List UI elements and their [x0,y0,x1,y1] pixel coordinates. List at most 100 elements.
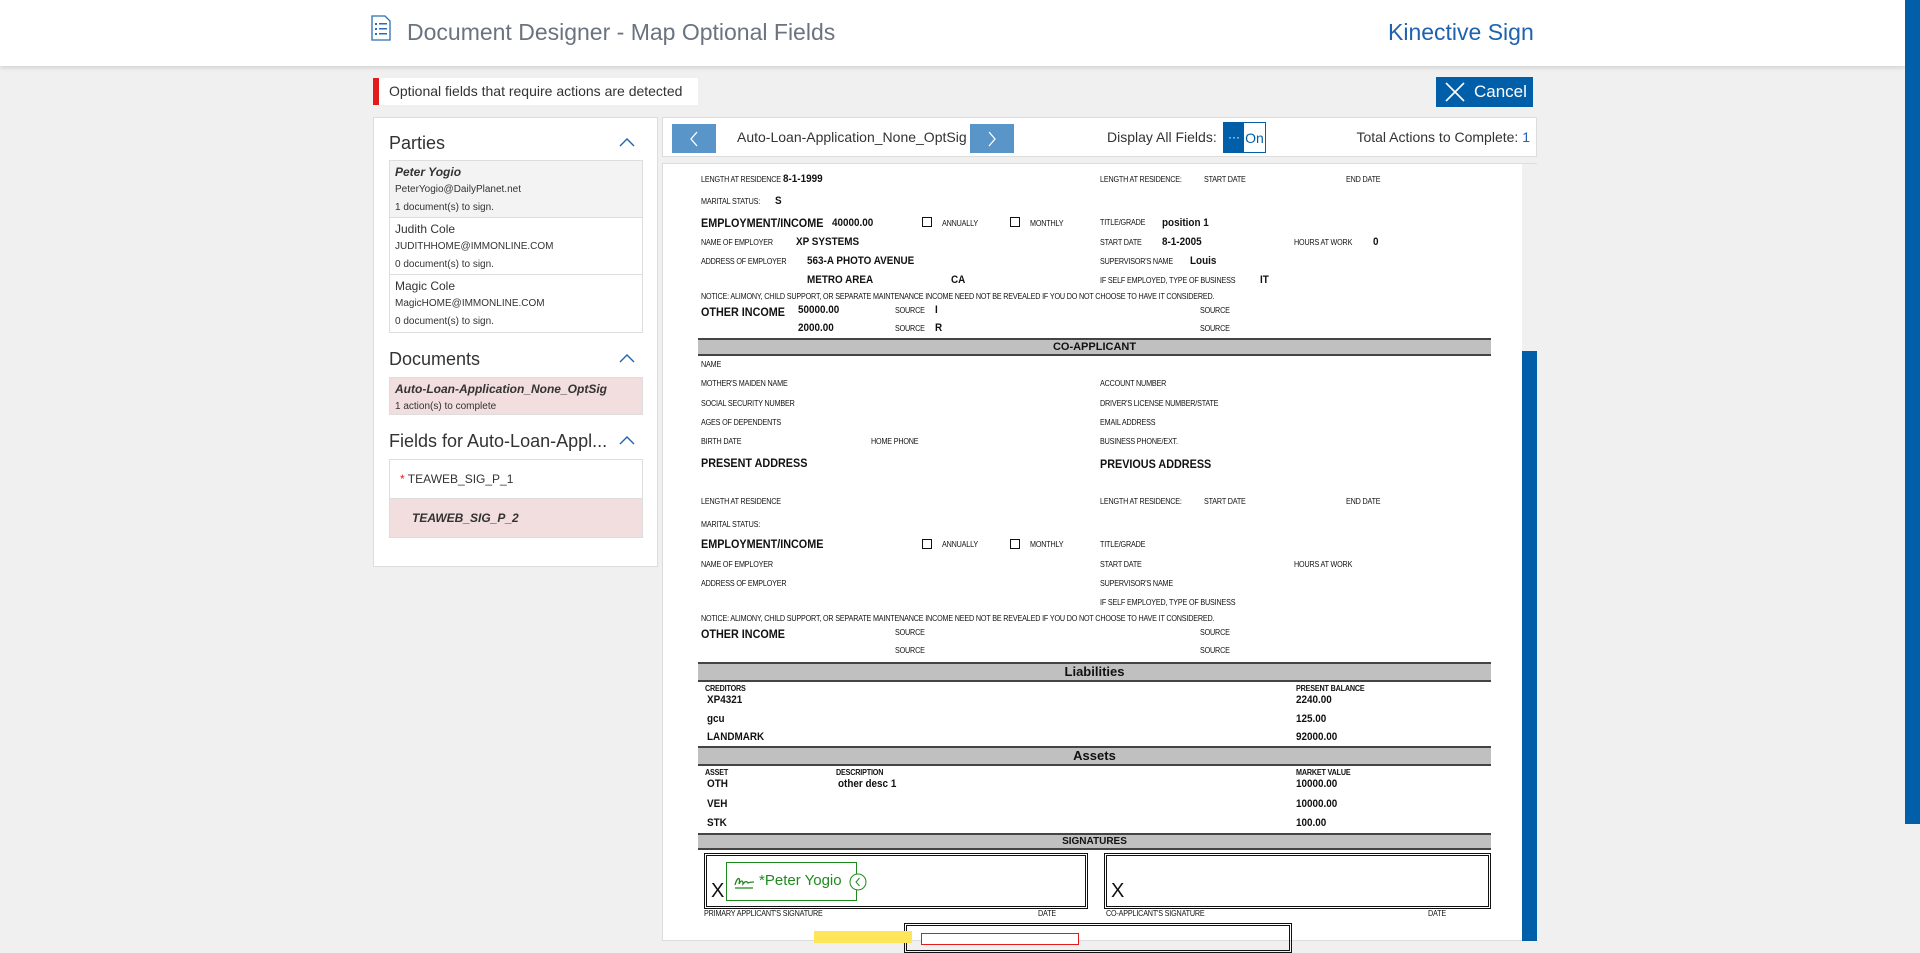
documents-header[interactable]: Documents [389,349,645,370]
doc-value: 0 [1373,236,1379,248]
display-all-fields-toggle[interactable]: ··· On [1223,122,1266,153]
doc-heading: OTHER INCOME [701,627,786,641]
previous-document-button[interactable] [672,124,716,153]
party-name: Peter Yogio [395,165,462,179]
party-docs: 0 document(s) to sign. [395,259,494,270]
co-annually-checkbox[interactable] [922,539,932,549]
required-marker: * [400,472,405,486]
party-email: JUDITHHOME@IMMONLINE.COM [395,241,554,252]
doc-value: R [935,322,943,334]
chevron-up-icon[interactable] [619,137,635,147]
asset-description: other desc 1 [838,778,897,790]
party-item[interactable]: Judith Cole JUDITHHOME@IMMONLINE.COM 0 doc… [390,218,642,275]
doc-label: END DATE [1346,175,1381,184]
doc-label: NAME [701,360,722,369]
doc-label: MARITAL STATUS: [701,520,761,529]
doc-label: SOURCE [895,324,925,333]
annually-checkbox[interactable] [922,217,932,227]
co-monthly-checkbox[interactable] [1010,539,1020,549]
doc-label: MARITAL STATUS: [701,197,761,206]
creditor: gcu [707,713,725,725]
document-scrollbar-thumb[interactable] [1522,351,1537,941]
parties-header[interactable]: Parties [389,133,645,154]
doc-label: TITLE/GRADE [1100,540,1146,549]
optional-field[interactable] [921,933,1079,945]
parties-title: Parties [389,133,446,153]
doc-value: 563-A PHOTO AVENUE [807,255,915,267]
cancel-label: Cancel [1474,82,1527,101]
document-viewer[interactable] [662,163,1537,941]
doc-label: DATE [1038,909,1056,918]
doc-value: S [775,195,782,207]
doc-label: TITLE/GRADE [1100,218,1146,227]
doc-label: END DATE [1346,497,1381,506]
doc-notice: NOTICE: ALIMONY, CHILD SUPPORT, OR SEPAR… [701,292,1215,301]
liabilities-header: Liabilities [698,662,1491,682]
signature-field-peter-yogio[interactable]: *Peter Yogio [726,862,867,901]
doc-label: SOURCE [895,306,925,315]
monthly-checkbox[interactable] [1010,217,1020,227]
doc-label: DESCRIPTION [836,768,884,777]
doc-label: SOURCE [895,628,925,637]
doc-label: SOURCE [895,646,925,655]
doc-label: LENGTH AT RESIDENCE: [1100,497,1182,506]
doc-heading: EMPLOYMENT/INCOME [701,216,824,230]
chevron-up-icon[interactable] [619,353,635,363]
doc-label: ANNUALLY [942,219,979,228]
doc-label: START DATE [1204,497,1246,506]
cancel-button[interactable]: Cancel [1436,77,1533,107]
field-item[interactable]: * TEAWEB_SIG_P_1 [390,460,642,499]
doc-value: 2000.00 [798,322,834,334]
doc-label: BIRTH DATE [701,437,742,446]
doc-value: 50000.00 [798,304,840,316]
document-item[interactable]: Auto-Loan-Application_None_OptSig 1 actio… [389,377,643,415]
document-actions: 1 action(s) to complete [395,401,497,412]
doc-label: SOURCE [1200,646,1230,655]
toggle-dots: ··· [1224,123,1244,152]
doc-label: START DATE [1100,238,1142,247]
doc-label: SOCIAL SECURITY NUMBER [701,399,795,408]
doc-heading: PREVIOUS ADDRESS [1100,457,1212,471]
doc-label: HOURS AT WORK [1294,560,1353,569]
doc-label: MONTHLY [1030,219,1064,228]
party-name: Magic Cole [395,279,456,293]
signature-icon [734,877,755,889]
doc-value: 8-1-2005 [1162,236,1202,248]
doc-label: HOME PHONE [871,437,919,446]
app-header [0,0,1905,66]
toggle-state: On [1245,130,1264,146]
page-scrollbar-thumb[interactable] [1905,0,1920,824]
doc-label: AGES OF DEPENDENTS [701,418,781,427]
doc-label: PRESENT BALANCE [1296,684,1365,693]
field-label: TEAWEB_SIG_P_1 [407,472,514,486]
fields-header[interactable]: Fields for Auto-Loan-Appl... [389,431,645,452]
doc-label: IF SELF EMPLOYED, TYPE OF BUSINESS [1100,276,1236,285]
asset-value: 100.00 [1296,817,1327,829]
doc-label: SOURCE [1200,306,1230,315]
doc-notice: NOTICE: ALIMONY, CHILD SUPPORT, OR SEPAR… [701,614,1215,623]
creditor: XP4321 [707,694,743,706]
doc-label: ASSET [705,768,729,777]
balance: 2240.00 [1296,694,1332,706]
chevron-up-icon[interactable] [619,435,635,445]
fields-title: Fields for Auto-Loan-Appl... [389,431,608,451]
party-item[interactable]: Magic Cole MagicHOME@IMMONLINE.COM 0 docum… [390,275,642,332]
doc-label: START DATE [1204,175,1246,184]
next-document-button[interactable] [970,124,1014,153]
chevron-right-icon [988,131,996,147]
document-list-icon [371,15,391,41]
highlighted-field[interactable] [814,931,912,943]
doc-label: PRIMARY APPLICANT'S SIGNATURE [704,909,823,918]
primary-signature-box: X [704,853,1088,909]
doc-label: SUPERVISOR'S NAME [1100,257,1174,266]
field-item[interactable]: TEAWEB_SIG_P_2 [390,499,642,537]
documents-title: Documents [389,349,481,369]
party-docs: 1 document(s) to sign. [395,202,494,213]
total-actions-value: 1 [1522,129,1530,145]
doc-label: DATE [1428,909,1446,918]
balance: 125.00 [1296,713,1327,725]
doc-label: MONTHLY [1030,540,1064,549]
party-item[interactable]: Peter Yogio PeterYogio@DailyPlanet.net 1 d… [390,161,642,218]
chevron-left-circle-icon[interactable] [849,873,867,891]
doc-label: LENGTH AT RESIDENCE: [1100,175,1182,184]
